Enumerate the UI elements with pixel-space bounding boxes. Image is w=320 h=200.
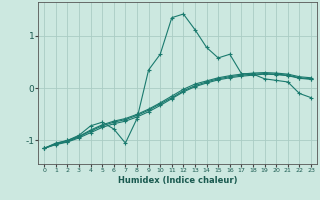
X-axis label: Humidex (Indice chaleur): Humidex (Indice chaleur) bbox=[118, 176, 237, 185]
